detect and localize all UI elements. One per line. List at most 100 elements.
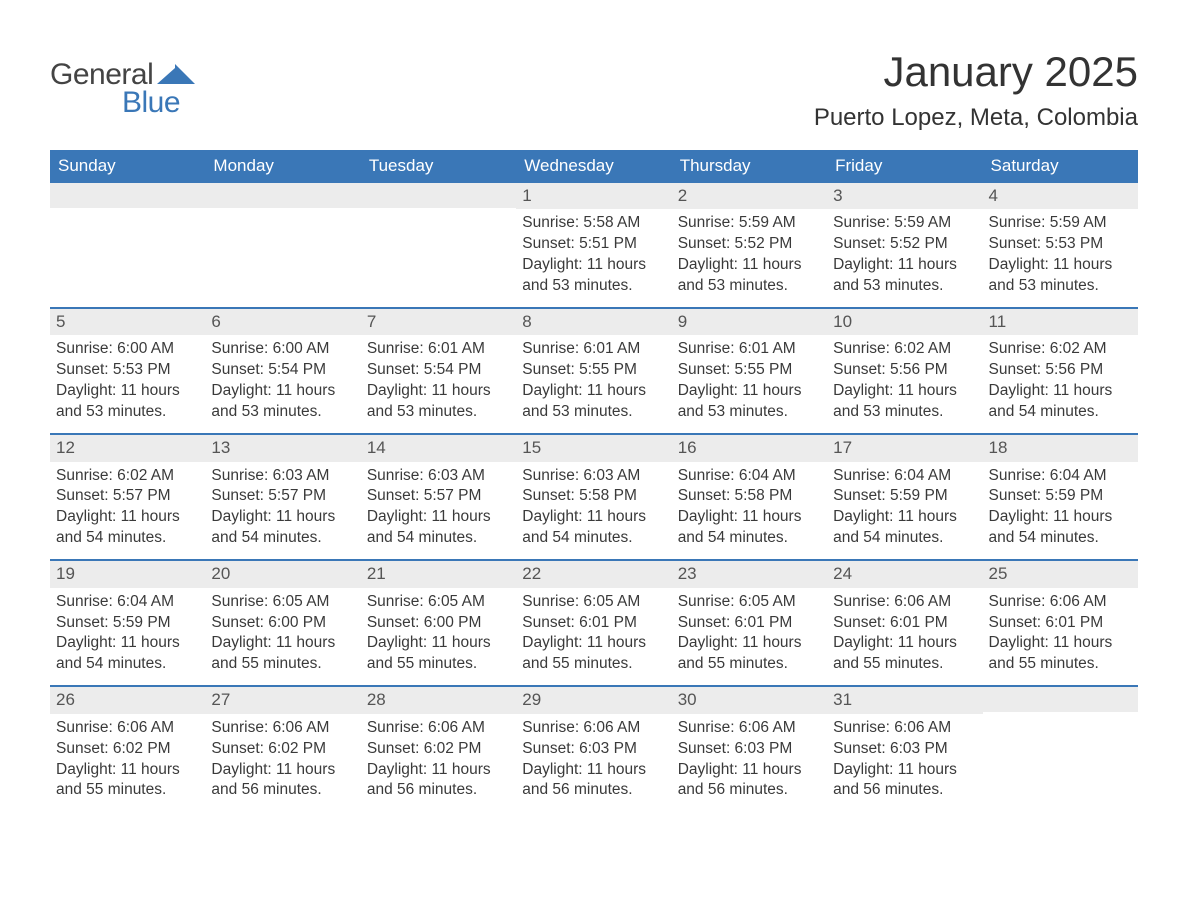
day-daylight2: and 53 minutes. [522,276,665,297]
day-cell: 24Sunrise: 6:06 AMSunset: 6:01 PMDayligh… [827,561,982,685]
day-daylight1: Daylight: 11 hours [211,381,354,402]
day-sunrise: Sunrise: 5:59 AM [833,213,976,234]
day-daylight1: Daylight: 11 hours [678,255,821,276]
day-sunset: Sunset: 5:58 PM [678,486,821,507]
day-sunset: Sunset: 5:59 PM [833,486,976,507]
brand-word2: Blue [122,86,195,120]
dow-tuesday: Tuesday [361,150,516,183]
day-number: 29 [516,687,671,713]
day-content: Sunrise: 6:05 AMSunset: 6:01 PMDaylight:… [672,588,827,686]
day-number: 28 [361,687,516,713]
day-sunset: Sunset: 6:02 PM [211,739,354,760]
day-daylight1: Daylight: 11 hours [989,255,1132,276]
day-content [50,208,205,222]
day-cell: 17Sunrise: 6:04 AMSunset: 5:59 PMDayligh… [827,435,982,559]
day-number: 8 [516,309,671,335]
day-content: Sunrise: 6:03 AMSunset: 5:58 PMDaylight:… [516,462,671,560]
day-daylight1: Daylight: 11 hours [522,255,665,276]
day-cell: 1Sunrise: 5:58 AMSunset: 5:51 PMDaylight… [516,183,671,307]
dow-friday: Friday [827,150,982,183]
calendar-week: 12Sunrise: 6:02 AMSunset: 5:57 PMDayligh… [50,433,1138,559]
dow-sunday: Sunday [50,150,205,183]
page-title: January 2025 [814,48,1138,96]
day-number: 30 [672,687,827,713]
day-sunset: Sunset: 6:02 PM [56,739,199,760]
day-cell: 25Sunrise: 6:06 AMSunset: 6:01 PMDayligh… [983,561,1138,685]
day-content: Sunrise: 5:58 AMSunset: 5:51 PMDaylight:… [516,209,671,307]
day-daylight2: and 54 minutes. [522,528,665,549]
day-daylight1: Daylight: 11 hours [833,507,976,528]
day-daylight2: and 53 minutes. [833,402,976,423]
day-sunrise: Sunrise: 6:06 AM [211,718,354,739]
day-cell: 28Sunrise: 6:06 AMSunset: 6:02 PMDayligh… [361,687,516,811]
day-cell: 15Sunrise: 6:03 AMSunset: 5:58 PMDayligh… [516,435,671,559]
day-content: Sunrise: 6:00 AMSunset: 5:54 PMDaylight:… [205,335,360,433]
day-content: Sunrise: 6:01 AMSunset: 5:55 PMDaylight:… [516,335,671,433]
day-sunrise: Sunrise: 5:59 AM [678,213,821,234]
day-daylight2: and 53 minutes. [833,276,976,297]
day-daylight2: and 54 minutes. [678,528,821,549]
day-cell: 16Sunrise: 6:04 AMSunset: 5:58 PMDayligh… [672,435,827,559]
day-content: Sunrise: 5:59 AMSunset: 5:52 PMDaylight:… [827,209,982,307]
day-sunset: Sunset: 6:01 PM [522,613,665,634]
day-sunset: Sunset: 6:03 PM [522,739,665,760]
day-sunrise: Sunrise: 6:03 AM [367,466,510,487]
day-sunrise: Sunrise: 6:06 AM [56,718,199,739]
day-cell: 20Sunrise: 6:05 AMSunset: 6:00 PMDayligh… [205,561,360,685]
day-content: Sunrise: 6:02 AMSunset: 5:56 PMDaylight:… [827,335,982,433]
day-sunrise: Sunrise: 6:06 AM [833,718,976,739]
day-number: 24 [827,561,982,587]
day-number: 26 [50,687,205,713]
day-content: Sunrise: 6:04 AMSunset: 5:59 PMDaylight:… [50,588,205,686]
day-daylight1: Daylight: 11 hours [989,633,1132,654]
day-number: 25 [983,561,1138,587]
day-number: 16 [672,435,827,461]
day-number: 10 [827,309,982,335]
day-cell [50,183,205,307]
day-daylight1: Daylight: 11 hours [678,760,821,781]
day-daylight2: and 54 minutes. [989,528,1132,549]
day-daylight1: Daylight: 11 hours [367,633,510,654]
day-daylight1: Daylight: 11 hours [367,507,510,528]
day-daylight2: and 55 minutes. [56,780,199,801]
day-number: 15 [516,435,671,461]
day-cell: 6Sunrise: 6:00 AMSunset: 5:54 PMDaylight… [205,309,360,433]
day-sunset: Sunset: 6:01 PM [989,613,1132,634]
calendar: Sunday Monday Tuesday Wednesday Thursday… [50,150,1138,811]
day-daylight1: Daylight: 11 hours [678,381,821,402]
day-daylight1: Daylight: 11 hours [367,760,510,781]
day-cell [983,687,1138,811]
day-sunrise: Sunrise: 6:01 AM [678,339,821,360]
day-sunrise: Sunrise: 5:59 AM [989,213,1132,234]
header-row: General Blue January 2025 Puerto Lopez, … [50,48,1138,132]
calendar-week: 1Sunrise: 5:58 AMSunset: 5:51 PMDaylight… [50,183,1138,307]
day-number: 9 [672,309,827,335]
day-content: Sunrise: 6:06 AMSunset: 6:03 PMDaylight:… [672,714,827,812]
day-sunrise: Sunrise: 6:02 AM [56,466,199,487]
day-daylight2: and 55 minutes. [211,654,354,675]
day-content: Sunrise: 6:06 AMSunset: 6:02 PMDaylight:… [205,714,360,812]
day-cell: 12Sunrise: 6:02 AMSunset: 5:57 PMDayligh… [50,435,205,559]
day-daylight2: and 53 minutes. [56,402,199,423]
day-number: 17 [827,435,982,461]
calendar-week: 5Sunrise: 6:00 AMSunset: 5:53 PMDaylight… [50,307,1138,433]
day-sunrise: Sunrise: 6:03 AM [522,466,665,487]
day-daylight2: and 55 minutes. [989,654,1132,675]
day-content: Sunrise: 6:04 AMSunset: 5:59 PMDaylight:… [827,462,982,560]
day-cell: 30Sunrise: 6:06 AMSunset: 6:03 PMDayligh… [672,687,827,811]
day-content: Sunrise: 6:04 AMSunset: 5:59 PMDaylight:… [983,462,1138,560]
day-sunrise: Sunrise: 6:04 AM [989,466,1132,487]
dow-saturday: Saturday [983,150,1138,183]
day-number: 19 [50,561,205,587]
dow-monday: Monday [205,150,360,183]
day-number: 7 [361,309,516,335]
day-sunset: Sunset: 5:53 PM [989,234,1132,255]
day-cell: 22Sunrise: 6:05 AMSunset: 6:01 PMDayligh… [516,561,671,685]
day-daylight2: and 53 minutes. [522,402,665,423]
day-content: Sunrise: 6:02 AMSunset: 5:57 PMDaylight:… [50,462,205,560]
day-sunrise: Sunrise: 6:06 AM [367,718,510,739]
day-sunset: Sunset: 5:56 PM [989,360,1132,381]
day-daylight2: and 53 minutes. [678,276,821,297]
day-sunset: Sunset: 6:03 PM [833,739,976,760]
day-sunrise: Sunrise: 6:00 AM [56,339,199,360]
